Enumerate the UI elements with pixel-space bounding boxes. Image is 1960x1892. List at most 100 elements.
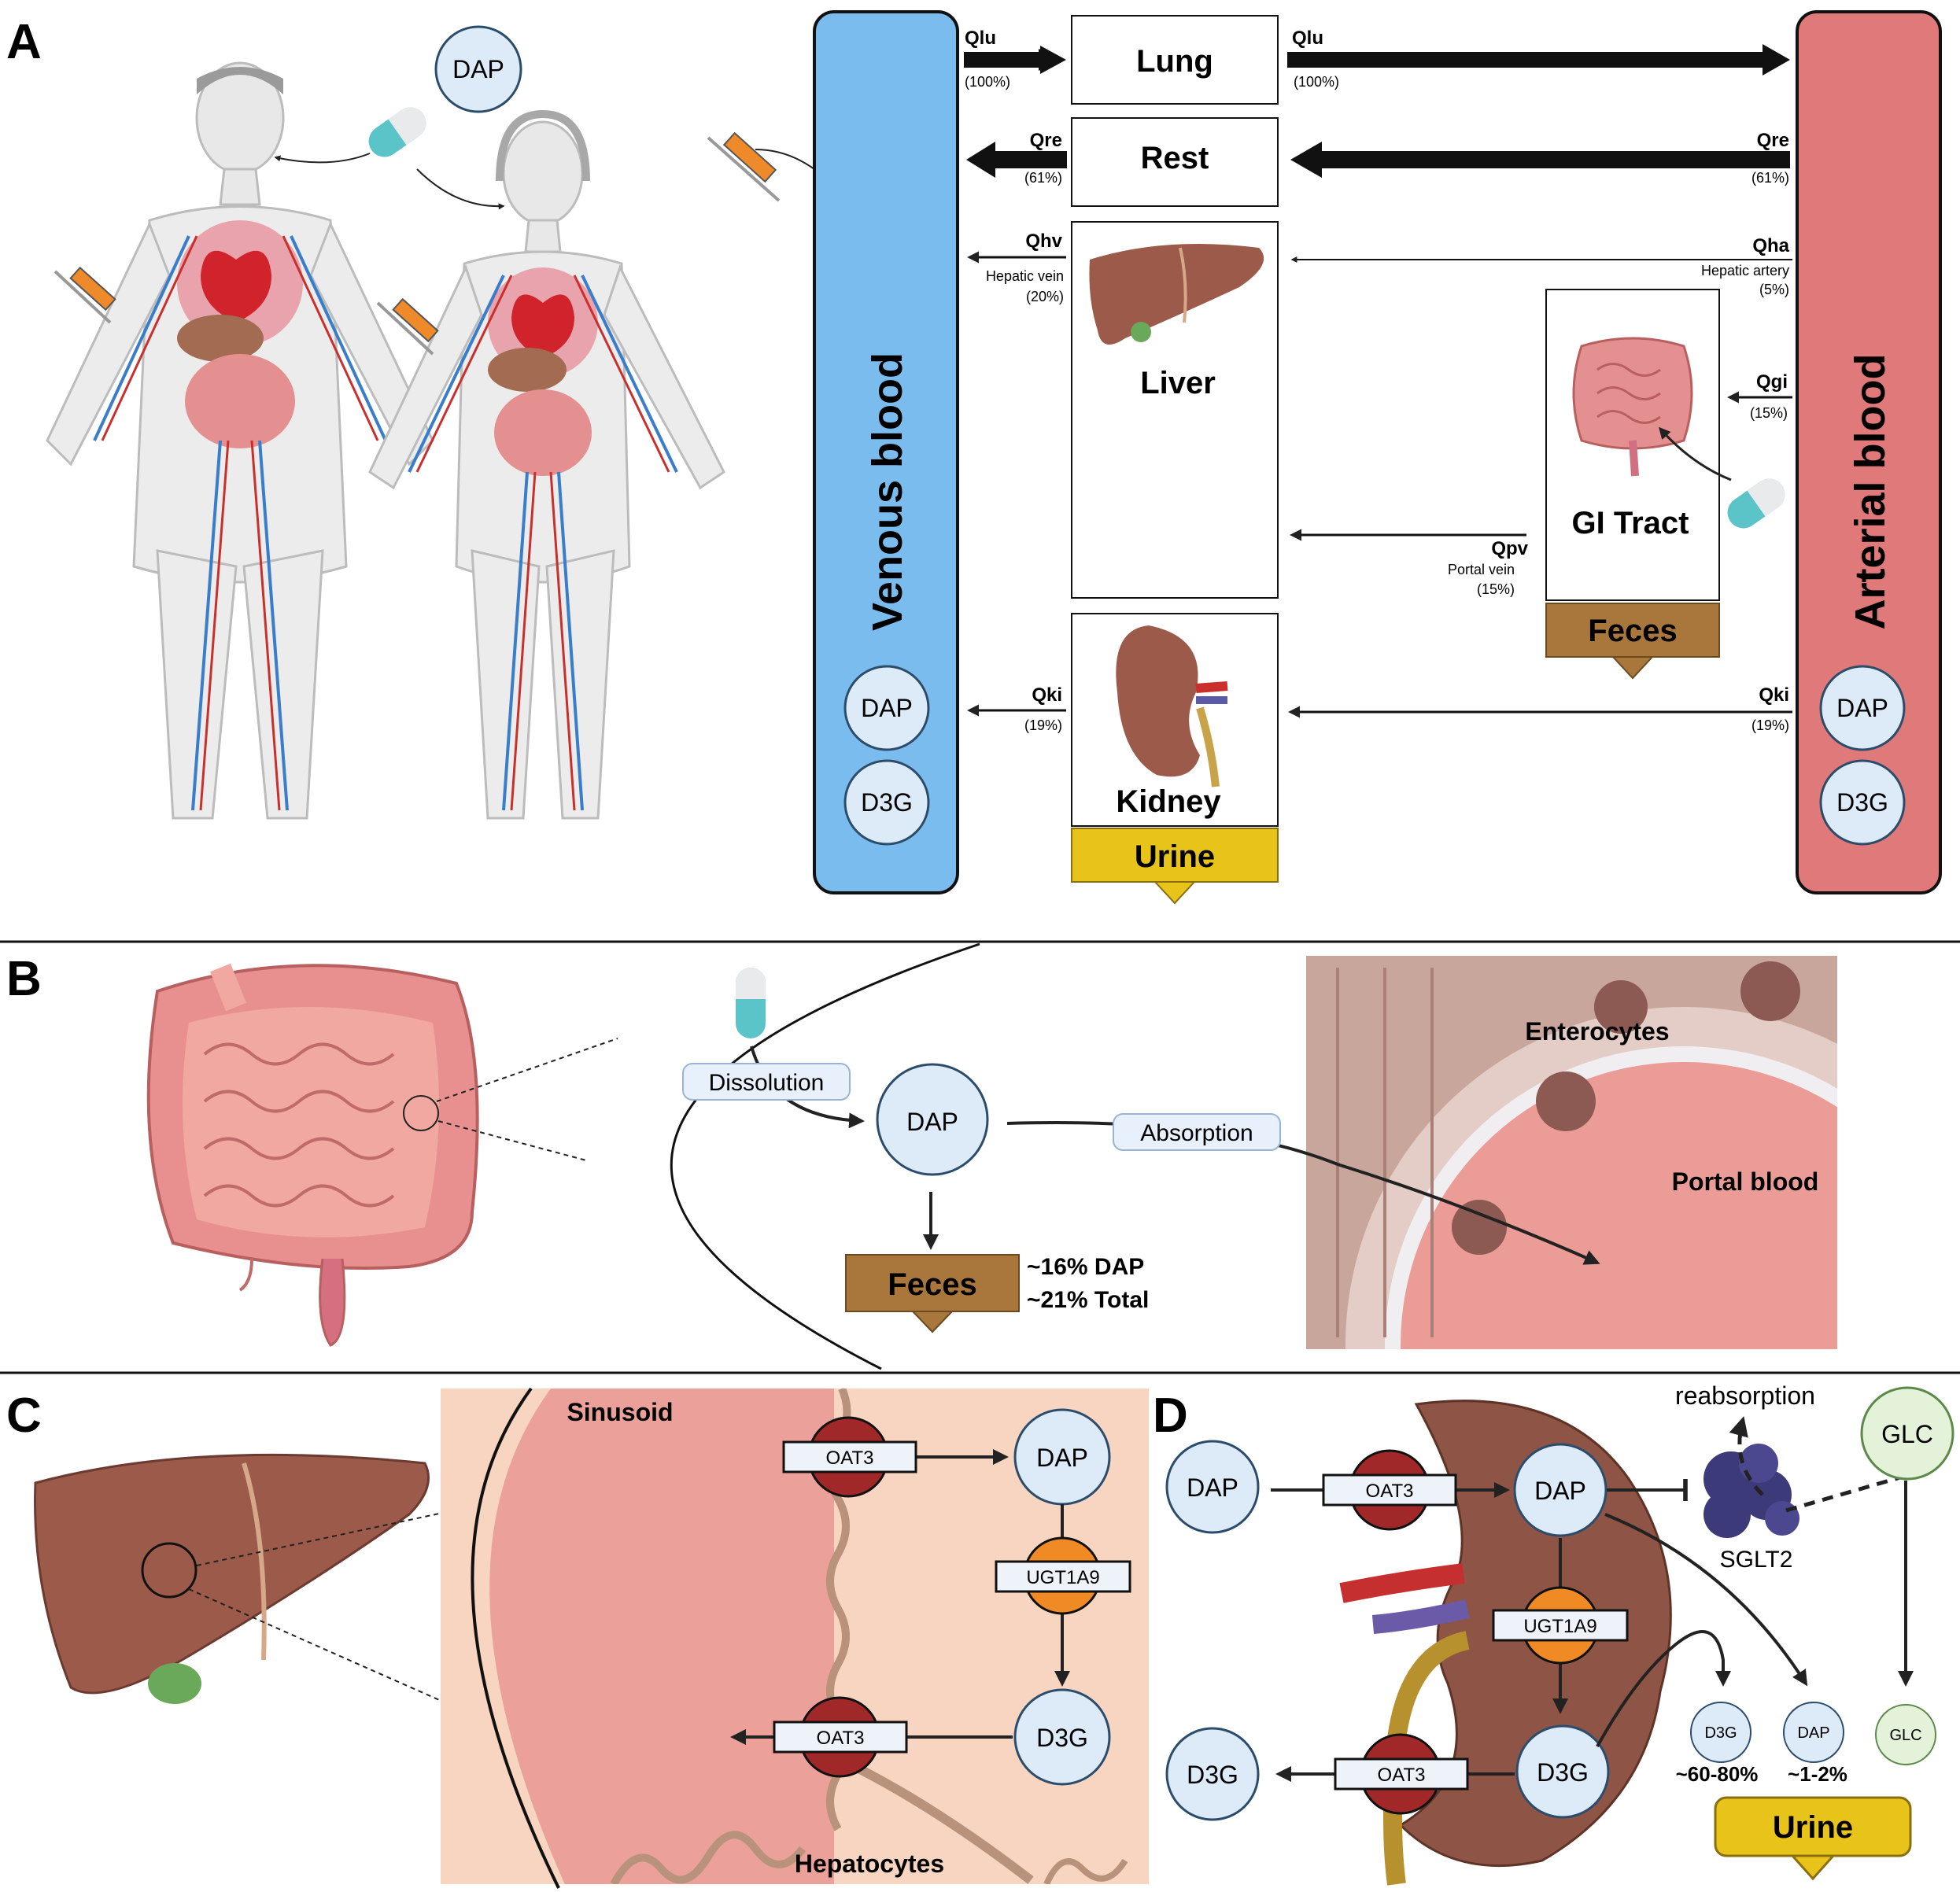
flow-qgi-pct: (15%) bbox=[1750, 405, 1788, 421]
d3g-urine-label: D3G bbox=[1704, 1724, 1737, 1742]
venous-d3g-molecule bbox=[843, 759, 930, 846]
rest-compartment bbox=[1071, 117, 1279, 207]
dose-arrow bbox=[416, 168, 505, 210]
zoom-line bbox=[188, 1588, 465, 1712]
dap-cell-molecule bbox=[1513, 1443, 1607, 1537]
flow-qlu-a: Qlu bbox=[1292, 28, 1323, 49]
flow-qhv-pct: (20%) bbox=[1026, 289, 1064, 304]
flow-qre-a-pct: (61%) bbox=[1751, 170, 1789, 186]
kidney-label: Kidney bbox=[1116, 784, 1221, 819]
panel-label-b: B bbox=[6, 952, 42, 1006]
urine-label: Urine bbox=[1773, 1810, 1853, 1845]
kidney-illustration bbox=[1116, 625, 1228, 787]
d3g-excretion-arrow bbox=[1596, 1630, 1731, 1747]
d3g-label: D3G bbox=[1036, 1724, 1088, 1752]
urine-label: Urine bbox=[1135, 839, 1215, 874]
syringe-icon bbox=[707, 131, 781, 202]
dissolution-tag bbox=[682, 1063, 851, 1101]
dap-urine-pct: ~1-2% bbox=[1788, 1762, 1847, 1786]
liver-label: Liver bbox=[1140, 366, 1216, 400]
venous-dap-molecule bbox=[843, 665, 930, 751]
venous-blood-label: Venous blood bbox=[864, 352, 911, 631]
panel-d: DAP OAT3 DAP SGLT2 reabsorption GLC UGT1… bbox=[1165, 1381, 1954, 1886]
oat3-label-out: OAT3 bbox=[817, 1728, 865, 1749]
flow-qhv-sub: Hepatic vein bbox=[986, 268, 1064, 284]
flow-qhv: Qhv bbox=[1025, 231, 1062, 252]
arterial-blood-label: Arterial blood bbox=[1847, 353, 1894, 629]
dap-molecule bbox=[876, 1063, 989, 1176]
zoom-line bbox=[436, 1038, 618, 1102]
glucose-transport-line bbox=[1785, 1475, 1901, 1513]
reabsorption-arrow bbox=[1729, 1416, 1764, 1496]
dap-molecule bbox=[434, 25, 522, 113]
venous-dap-label: DAP bbox=[861, 694, 913, 722]
flow-qpv-sub: Portal vein bbox=[1448, 562, 1515, 577]
sglt2-protein-icon bbox=[1703, 1444, 1799, 1538]
pill-capsule-icon bbox=[1727, 478, 1785, 529]
syringe-icon bbox=[54, 266, 116, 324]
glc-urine-molecule bbox=[1875, 1704, 1936, 1765]
arterial-dap-label: DAP bbox=[1836, 694, 1888, 722]
venous-blood-compartment bbox=[813, 10, 959, 894]
d3g-cell-label: D3G bbox=[1537, 1758, 1589, 1787]
zoom-circle bbox=[403, 1095, 439, 1131]
oat3-label-out: OAT3 bbox=[1378, 1765, 1426, 1786]
venous-d3g-label: D3G bbox=[861, 788, 913, 817]
flow-qha-sub: Hepatic artery bbox=[1701, 263, 1789, 278]
flow-qlu-v-pct: (100%) bbox=[965, 74, 1010, 90]
ugt1a9-tag bbox=[995, 1560, 1131, 1593]
sinusoid-boundary bbox=[471, 1387, 560, 1889]
lung-label: Lung bbox=[1136, 44, 1213, 79]
dap-cell-label: DAP bbox=[1534, 1477, 1586, 1505]
portal-blood-label: Portal blood bbox=[1672, 1167, 1819, 1196]
ugt1a9-label: UGT1A9 bbox=[1523, 1616, 1596, 1637]
gi-tract-label: GI Tract bbox=[1572, 506, 1689, 540]
panel-b: Dissolution DAP Feces ~16% DAP ~21% Tota… bbox=[146, 942, 1837, 1370]
enterocyte-wall-illustration bbox=[1306, 956, 1837, 1349]
gi-tract-illustration bbox=[1572, 337, 1693, 477]
feces-output-tag bbox=[1545, 603, 1720, 680]
enterocytes-label: Enterocytes bbox=[1525, 1017, 1669, 1046]
d3g-urine-pct: ~60-80% bbox=[1676, 1762, 1759, 1786]
flow-qki-v: Qki bbox=[1032, 684, 1062, 706]
fecal-dap-stat: ~16% DAP bbox=[1027, 1254, 1144, 1280]
absorption-label: Absorption bbox=[1140, 1120, 1253, 1146]
syringe-icon bbox=[376, 297, 439, 356]
urine-output-tag bbox=[1071, 828, 1279, 905]
dap-molecule-label: DAP bbox=[452, 55, 504, 83]
d3g-urine-molecule bbox=[1690, 1702, 1751, 1763]
glc-molecule bbox=[1860, 1386, 1954, 1481]
arterial-blood-compartment bbox=[1796, 10, 1942, 894]
zoom-line bbox=[196, 1506, 473, 1566]
arterial-dap-molecule bbox=[1819, 665, 1906, 751]
oat3-tag-out bbox=[1334, 1757, 1469, 1791]
glc-urine-label: GLC bbox=[1889, 1727, 1921, 1744]
liver-illustration bbox=[34, 1453, 430, 1704]
feces-label: Feces bbox=[1588, 614, 1677, 648]
feces-label: Feces bbox=[888, 1267, 976, 1302]
lumen-boundary bbox=[670, 942, 980, 1370]
arterial-d3g-label: D3G bbox=[1836, 788, 1888, 817]
oral-dose-arrow bbox=[1659, 426, 1732, 481]
dap-label: DAP bbox=[1036, 1444, 1088, 1472]
panel-a: DAP Venous blood Arterial blood DAP D3G … bbox=[46, 10, 1942, 905]
glc-label: GLC bbox=[1881, 1420, 1933, 1448]
flow-qre-v: Qre bbox=[1030, 130, 1062, 151]
flow-qlu-a-pct: (100%) bbox=[1294, 74, 1339, 90]
dap-excretion-arrow bbox=[1604, 1513, 1808, 1687]
flow-qki-a: Qki bbox=[1759, 684, 1789, 706]
d3g-molecule bbox=[1013, 1688, 1111, 1786]
oat3-label-in: OAT3 bbox=[1366, 1481, 1414, 1502]
intestine-illustration bbox=[146, 963, 479, 1347]
flow-qha: Qha bbox=[1752, 235, 1789, 256]
rest-label: Rest bbox=[1141, 141, 1209, 175]
urine-output-tag bbox=[1714, 1796, 1912, 1881]
flow-qpv-pct: (15%) bbox=[1477, 581, 1515, 597]
zoom-circle bbox=[141, 1542, 197, 1599]
male-body-illustration bbox=[46, 61, 434, 820]
dap-urine-label: DAP bbox=[1797, 1724, 1829, 1742]
panel-label-a: A bbox=[6, 15, 42, 69]
female-body-illustration bbox=[368, 110, 725, 820]
panel-label-c: C bbox=[6, 1389, 42, 1443]
